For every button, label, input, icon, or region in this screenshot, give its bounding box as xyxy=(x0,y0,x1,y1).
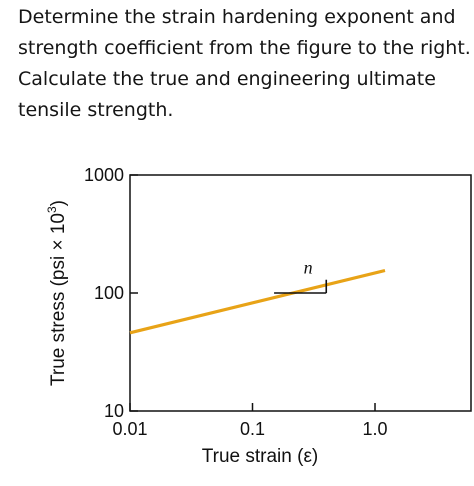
y-axis-label: True stress (psi × 103) xyxy=(45,200,69,386)
plot-area: 0.01 0.1 1.0 10 100 1000 n xyxy=(84,165,472,439)
series-line xyxy=(129,268,386,335)
y-tick-label: 100 xyxy=(94,283,124,303)
y-axis-label-main: True stress (psi × 10 xyxy=(48,213,69,386)
x-axis-ticks: 0.01 0.1 1.0 xyxy=(112,403,388,439)
series-layer xyxy=(129,268,386,335)
problem-line: tensile strength. xyxy=(18,99,174,121)
problem-line: Calculate the true and engineering ultim… xyxy=(18,68,436,90)
y-axis-ticks: 10 100 1000 xyxy=(84,165,138,421)
problem-line: Determine the strain hardening exponent … xyxy=(18,6,456,28)
x-tick-label: 0.01 xyxy=(112,419,147,439)
y-axis-label-superscript: 3 xyxy=(45,206,59,213)
problem-line: strength coefficient from the figure to … xyxy=(18,37,471,59)
y-axis-label-close: ) xyxy=(48,200,69,206)
slope-label: n xyxy=(304,258,313,278)
x-axis-label: True strain (ε) xyxy=(202,446,319,467)
problem-statement: Determine the strain hardening exponent … xyxy=(18,2,471,126)
y-tick-label: 10 xyxy=(104,401,124,421)
x-tick-label: 0.1 xyxy=(240,419,265,439)
annotation-layer: n xyxy=(274,258,328,294)
x-tick-label: 1.0 xyxy=(362,419,387,439)
y-tick-label: 1000 xyxy=(84,165,124,185)
